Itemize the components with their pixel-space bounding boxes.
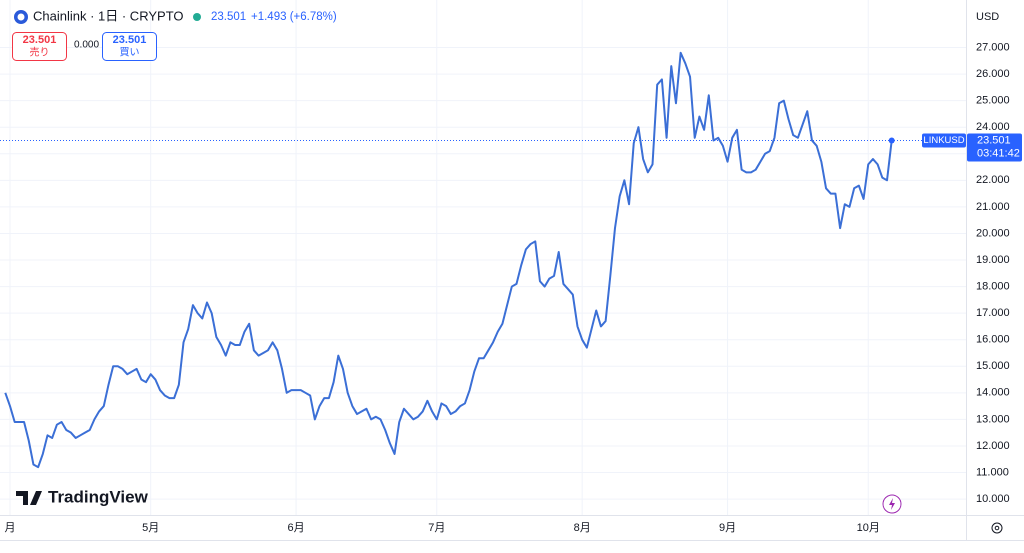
- market-status: [193, 13, 201, 21]
- last-price: 23.501: [211, 11, 246, 23]
- settings-icon-inner: [994, 525, 1000, 531]
- y-tick-label: 25.000: [976, 95, 1010, 107]
- y-tick-label: 22.000: [976, 174, 1010, 186]
- y-tick-label: 27.000: [976, 41, 1010, 53]
- spread: 0.000: [74, 40, 99, 51]
- y-tick-label: 20.000: [976, 227, 1010, 239]
- y-tick-label: 14.000: [976, 387, 1010, 399]
- y-tick-label: 11.000: [976, 466, 1009, 478]
- y-tick-label: 12.000: [976, 440, 1010, 452]
- x-tick-label: 5月: [142, 522, 159, 534]
- y-tick-label: 24.000: [976, 121, 1010, 133]
- brand-logo: [16, 491, 42, 505]
- y-tick-label: 13.000: [976, 413, 1010, 425]
- brand-name: TradingView: [48, 487, 149, 506]
- y-tick-label: 19.000: [976, 254, 1010, 266]
- y-tick-label: 26.000: [976, 68, 1010, 80]
- buy-label: 買い: [120, 47, 140, 59]
- sell-price: 23.501: [23, 34, 57, 46]
- grid: [0, 0, 966, 515]
- currency[interactable]: USD: [976, 11, 999, 23]
- y-tick-label: 16.000: [976, 334, 1010, 346]
- y-tick-label: 15.000: [976, 360, 1010, 372]
- symbol-logo-inner: [17, 13, 25, 21]
- y-tick-label: 10.000: [976, 493, 1010, 505]
- x-tick-label: 8月: [574, 522, 591, 534]
- settings-icon[interactable]: [991, 522, 1003, 534]
- price-tag: [967, 133, 1022, 162]
- price-tag-countdown: 03:41:42: [977, 147, 1020, 159]
- sell-button[interactable]: [12, 32, 67, 61]
- price-tag-price: 23.501: [977, 134, 1011, 146]
- sell-label: 売り: [30, 46, 50, 59]
- price-line: [4, 51, 893, 469]
- x-tick-label: 10月: [857, 522, 880, 534]
- symbol-tag: [922, 133, 966, 148]
- x-tick-label: 月: [4, 522, 15, 534]
- buy-price: 23.501: [113, 34, 147, 46]
- price-change: +1.493 (+6.78%): [251, 11, 337, 23]
- symbol-tag-label: LINKUSD: [923, 135, 964, 146]
- last-price-dot: [888, 137, 895, 144]
- plot: [0, 51, 966, 469]
- buy-button[interactable]: [102, 32, 157, 61]
- y-tick-label: 17.000: [976, 307, 1010, 319]
- x-tick-label: 7月: [428, 522, 445, 534]
- y-tick-label: 18.000: [976, 280, 1010, 292]
- events-bolt: [889, 498, 895, 510]
- x-tick-label: 6月: [288, 522, 305, 534]
- x-tick-label: 9月: [719, 522, 736, 534]
- symbol-title[interactable]: Chainlink · 1日 · CRYPTO: [33, 8, 184, 23]
- y-tick-label: 21.000: [976, 201, 1010, 213]
